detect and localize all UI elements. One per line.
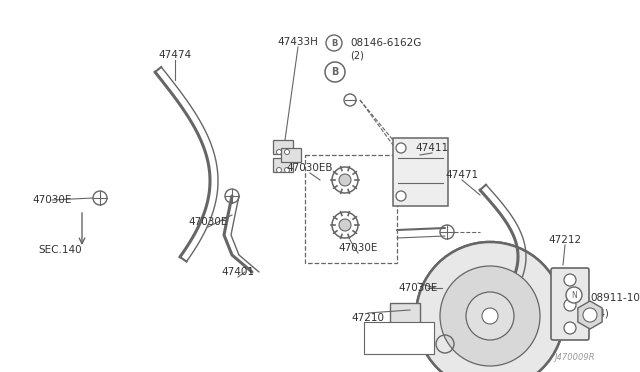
Text: 47030E: 47030E bbox=[398, 283, 438, 293]
Text: 47030E: 47030E bbox=[339, 243, 378, 253]
Circle shape bbox=[564, 274, 576, 286]
Text: B: B bbox=[332, 67, 339, 77]
Circle shape bbox=[428, 281, 442, 295]
Bar bbox=[305, 155, 397, 263]
Circle shape bbox=[566, 287, 582, 303]
Circle shape bbox=[276, 167, 282, 173]
Circle shape bbox=[332, 167, 358, 193]
Text: 47471: 47471 bbox=[445, 170, 479, 180]
Text: 47210: 47210 bbox=[351, 313, 385, 323]
FancyBboxPatch shape bbox=[364, 322, 434, 354]
Circle shape bbox=[276, 150, 282, 154]
Circle shape bbox=[396, 191, 406, 201]
Circle shape bbox=[93, 191, 107, 205]
FancyBboxPatch shape bbox=[551, 268, 589, 340]
Bar bbox=[393, 138, 448, 206]
Text: (2): (2) bbox=[350, 51, 364, 61]
Circle shape bbox=[325, 62, 345, 82]
Circle shape bbox=[440, 266, 540, 366]
Bar bbox=[273, 140, 293, 154]
Text: 08146-6162G: 08146-6162G bbox=[350, 38, 421, 48]
Circle shape bbox=[326, 35, 342, 51]
Circle shape bbox=[564, 322, 576, 334]
Text: 47030E: 47030E bbox=[32, 195, 72, 205]
Text: (4): (4) bbox=[595, 309, 609, 319]
Text: 47401: 47401 bbox=[221, 267, 255, 277]
Circle shape bbox=[416, 242, 564, 372]
Bar bbox=[390, 303, 420, 329]
Polygon shape bbox=[578, 301, 602, 329]
Text: 08911-1081G: 08911-1081G bbox=[590, 293, 640, 303]
Circle shape bbox=[332, 212, 358, 238]
Circle shape bbox=[583, 308, 597, 322]
Text: B: B bbox=[331, 38, 337, 48]
Circle shape bbox=[285, 167, 289, 173]
Circle shape bbox=[466, 292, 514, 340]
Bar bbox=[273, 158, 293, 172]
Circle shape bbox=[482, 308, 498, 324]
Text: 47411: 47411 bbox=[415, 143, 449, 153]
Text: 47030E: 47030E bbox=[188, 217, 228, 227]
Text: 47030EB: 47030EB bbox=[287, 163, 333, 173]
Text: 47474: 47474 bbox=[159, 50, 191, 60]
Circle shape bbox=[339, 219, 351, 231]
Text: SEC.460: SEC.460 bbox=[380, 325, 420, 335]
Circle shape bbox=[285, 150, 289, 154]
Circle shape bbox=[564, 299, 576, 311]
Bar bbox=[281, 148, 301, 162]
Text: 47212: 47212 bbox=[548, 235, 582, 245]
Circle shape bbox=[225, 189, 239, 203]
Circle shape bbox=[344, 94, 356, 106]
Text: J470009R: J470009R bbox=[555, 353, 595, 362]
Circle shape bbox=[440, 225, 454, 239]
Text: (46015K): (46015K) bbox=[378, 337, 422, 347]
Text: 47433H: 47433H bbox=[278, 37, 319, 47]
Circle shape bbox=[396, 143, 406, 153]
Text: SEC.140: SEC.140 bbox=[38, 245, 82, 255]
Circle shape bbox=[339, 174, 351, 186]
Text: N: N bbox=[571, 291, 577, 299]
